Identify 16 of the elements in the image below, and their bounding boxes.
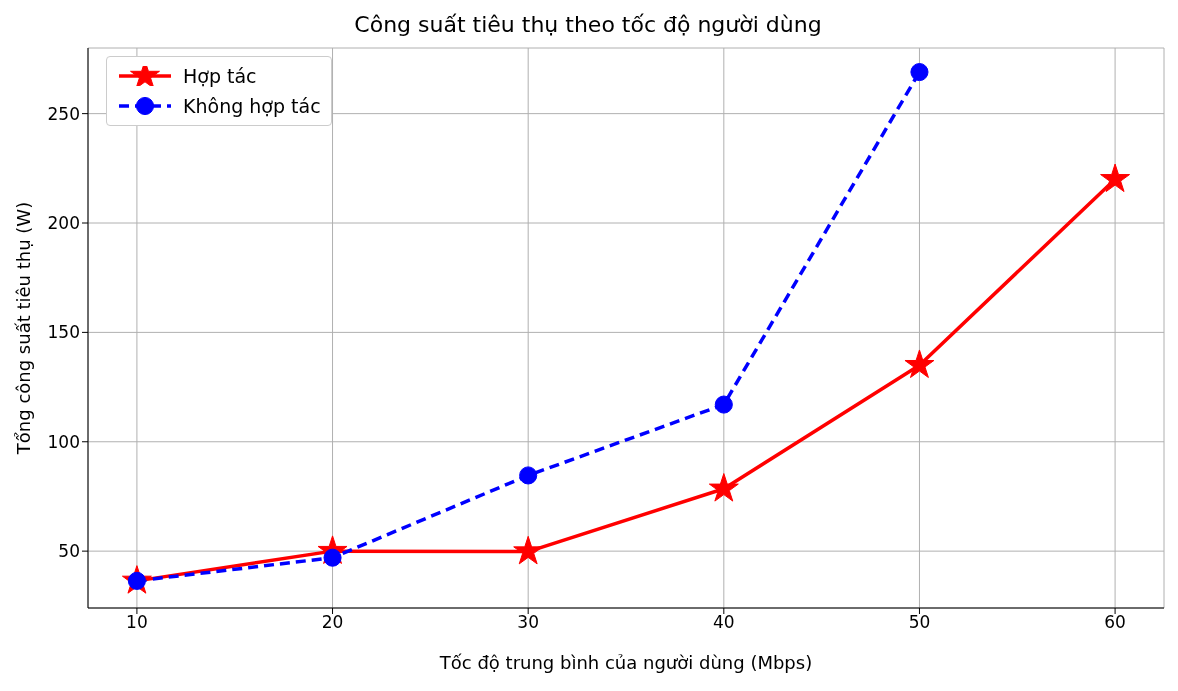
x-tick-label: 30 xyxy=(517,612,539,633)
legend-label: Hợp tác xyxy=(183,65,257,87)
x-tick-label: 40 xyxy=(713,612,735,633)
y-tick-label: 200 xyxy=(47,213,80,234)
y-axis-title: Tổng công suất tiêu thụ (W) xyxy=(13,201,35,456)
y-tick-label: 50 xyxy=(58,541,80,562)
x-tick-label: 10 xyxy=(126,612,148,633)
chart-title: Công suất tiêu thụ theo tốc độ người dùng xyxy=(353,11,823,39)
x-axis-title: Tốc độ trung bình của người dùng (Mbps) xyxy=(438,651,813,673)
y-tick-label: 150 xyxy=(47,322,80,343)
x-tick-label: 50 xyxy=(908,612,931,633)
y-tick-label: 100 xyxy=(47,431,80,452)
x-tick-label: 60 xyxy=(1104,612,1126,633)
x-tick-label: 20 xyxy=(321,612,344,633)
y-tick-label: 250 xyxy=(47,103,80,124)
legend-label: Không hợp tác xyxy=(183,95,321,117)
